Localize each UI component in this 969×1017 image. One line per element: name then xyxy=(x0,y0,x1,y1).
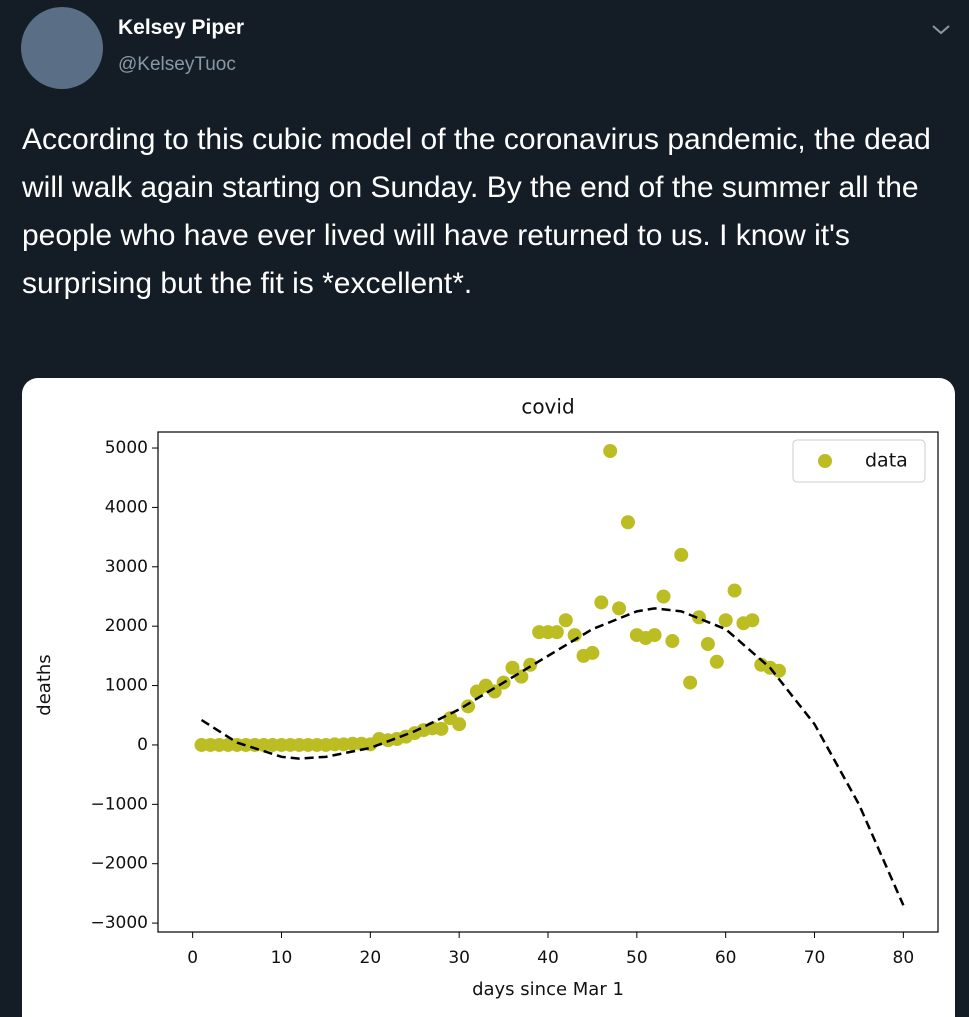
data-point xyxy=(452,717,467,732)
data-point xyxy=(727,583,742,598)
data-point xyxy=(549,625,564,640)
data-point xyxy=(603,444,618,459)
x-tick-label: 70 xyxy=(804,948,826,968)
data-point xyxy=(718,613,733,628)
x-tick-label: 30 xyxy=(448,948,470,968)
data-point xyxy=(514,669,529,684)
data-point xyxy=(612,601,627,616)
data-point xyxy=(461,699,476,714)
author-handle[interactable]: @KelseyTuoc xyxy=(118,54,236,75)
data-point xyxy=(558,613,573,628)
author-name[interactable]: Kelsey Piper xyxy=(118,16,245,39)
chart-card xyxy=(22,378,955,1017)
y-tick-label: 0 xyxy=(137,735,148,755)
data-point xyxy=(771,663,786,678)
chart-title: covid xyxy=(521,395,574,419)
x-tick-label: 40 xyxy=(537,948,559,968)
y-tick-label: 3000 xyxy=(105,557,148,577)
x-axis-label: days since Mar 1 xyxy=(472,979,624,1000)
data-point xyxy=(745,613,760,628)
data-point xyxy=(585,645,600,660)
data-point xyxy=(505,660,520,675)
y-tick-label: −3000 xyxy=(90,913,148,933)
tweet-text: According to this cubic model of the cor… xyxy=(22,123,931,300)
data-point xyxy=(620,515,635,530)
avatar[interactable] xyxy=(21,7,103,89)
legend-box xyxy=(792,439,926,483)
x-tick-label: 20 xyxy=(360,948,382,968)
data-point xyxy=(665,634,680,649)
y-tick-label: 1000 xyxy=(105,676,148,696)
y-tick-label: 2000 xyxy=(105,616,148,636)
data-point xyxy=(656,589,671,604)
menu-chevron[interactable] xyxy=(932,25,950,35)
data-point xyxy=(647,628,662,643)
x-tick-label: 80 xyxy=(893,948,915,968)
x-tick-label: 60 xyxy=(715,948,737,968)
data-point xyxy=(674,547,689,562)
fit-curve xyxy=(200,607,905,906)
x-tick-label: 0 xyxy=(187,948,198,968)
y-tick-label: −1000 xyxy=(90,794,148,814)
y-axis-label: deaths xyxy=(34,654,55,715)
y-tick-label: 5000 xyxy=(105,438,148,458)
legend-label: data xyxy=(865,450,908,472)
data-point xyxy=(683,675,698,690)
y-tick-label: 4000 xyxy=(105,497,148,517)
x-tick-label: 50 xyxy=(626,948,648,968)
legend-marker xyxy=(818,454,832,468)
x-tick-label: 10 xyxy=(271,948,293,968)
data-point xyxy=(434,721,449,736)
data-point xyxy=(700,636,715,651)
data-point xyxy=(487,684,502,699)
data-point xyxy=(594,595,609,610)
y-tick-label: −2000 xyxy=(90,854,148,874)
data-point xyxy=(709,654,724,669)
